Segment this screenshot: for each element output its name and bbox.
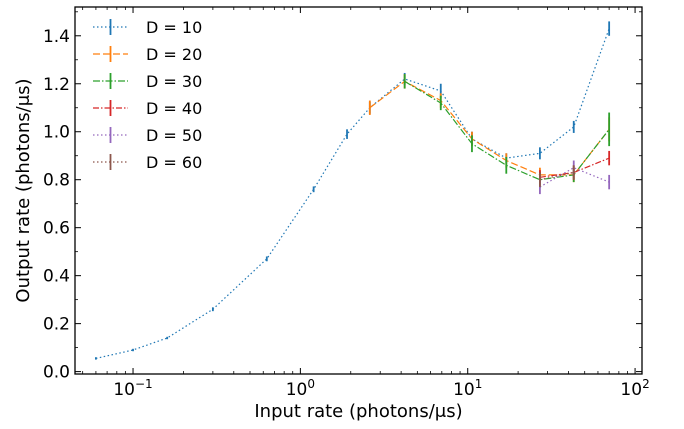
series-5 [539,165,575,187]
legend-label: D = 50 [146,126,202,145]
legend-item: D = 50 [93,126,202,145]
y-tick-label: 0.6 [43,219,70,239]
y-axis-label: Output rate (photons/μs) [13,78,34,302]
y-tick-label: 0.0 [43,363,70,383]
x-tick-label: 101 [453,377,482,400]
y-tick-label: 0.8 [43,171,70,191]
series-line-3 [539,157,610,178]
legend-item: D = 60 [93,153,202,172]
y-tick-label: 1.4 [43,27,70,47]
legend-item: D = 40 [93,99,202,118]
x-axis-label: Input rate (photons/μs) [254,401,462,422]
legend-item: D = 10 [93,18,202,37]
legend-label: D = 40 [146,99,202,118]
y-tick-label: 1.0 [43,123,70,143]
y-tick-label: 1.2 [43,75,70,95]
legend-label: D = 30 [146,72,202,91]
legend-label: D = 20 [146,45,202,64]
y-tick-label: 0.2 [43,315,70,335]
legend: D = 10 D = 20 D = 30 D = 40 D = 50 D = 60 [93,18,202,172]
legend-item: D = 30 [93,72,202,91]
legend-label: D = 60 [146,153,202,172]
legend-item: D = 20 [93,45,202,64]
series-line-4 [539,167,610,188]
ticks-layer: 0.0 0.2 0.4 0.6 0.8 1.0 1.2 1.4 10−1 100 101 102 [43,7,650,400]
legend-label: D = 10 [146,18,202,37]
x-tick-label: 100 [286,377,315,400]
x-tick-label: 102 [620,377,649,400]
plot-frame [74,6,643,375]
series-line-5 [539,171,574,181]
series-layer [95,21,611,360]
x-tick-label: 10−1 [113,377,152,400]
y-tick-label: 0.4 [43,267,70,287]
